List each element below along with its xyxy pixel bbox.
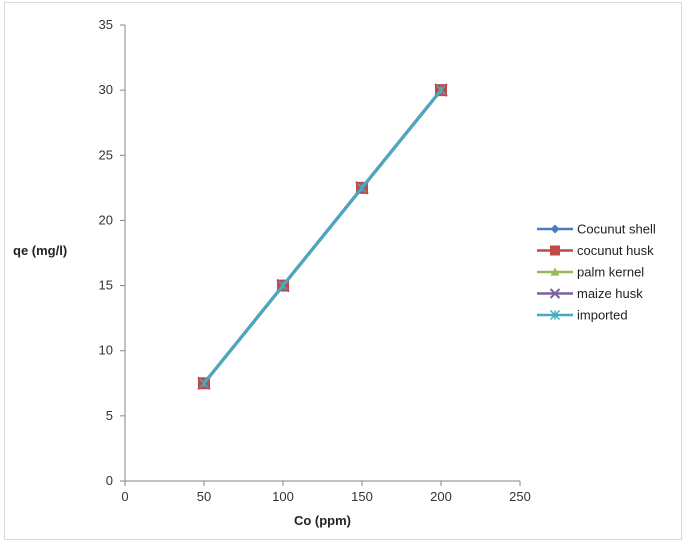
x-tick-label: 50 [197,489,211,504]
legend-swatch-marker [550,224,560,234]
y-tick-label: 25 [99,147,113,162]
y-tick-label: 30 [99,82,113,97]
legend-item: palm kernel [537,265,644,280]
data-point [357,183,367,193]
x-tick-label: 100 [272,489,294,504]
chart-svg: 0 5 10 15 20 25 30 35 0 50 100 150 200 250 Co (ppm) qe … [13,17,656,528]
legend-label: palm kernel [577,265,644,280]
y-tick-label: 10 [99,343,113,358]
legend-swatch-marker [549,309,561,321]
data-point [436,85,446,95]
x-tick-label: 0 [121,489,128,504]
data-point [199,378,209,388]
x-tick-label: 150 [351,489,373,504]
y-tick-label: 0 [106,473,113,488]
legend-item: maize husk [537,286,643,301]
y-tick-label: 20 [99,212,113,227]
chart-frame: 0 5 10 15 20 25 30 35 0 50 100 150 200 250 Co (ppm) qe … [4,2,682,540]
data-point [278,281,288,291]
series-4 [199,85,446,388]
y-axis-title: qe (mg/l) [13,243,67,258]
legend-label: maize husk [577,286,643,301]
legend-label: cocunut husk [577,243,654,258]
y-tick-label: 35 [99,17,113,32]
legend-label: imported [577,308,628,323]
series-line [202,89,443,385]
legend-swatch-marker-stroke [549,288,561,299]
y-tick-label: 15 [99,278,113,293]
x-axis-title: Co (ppm) [294,513,351,528]
legend-swatch-marker [549,288,561,299]
legend-swatch-marker [550,267,560,276]
x-tick-label: 200 [430,489,452,504]
legend-item: Cocunut shell [537,222,656,237]
legend-item: cocunut husk [537,243,654,258]
legend-item: imported [537,308,628,323]
x-tick-label: 250 [509,489,531,504]
legend-label: Cocunut shell [577,222,656,237]
legend-swatch-marker [550,245,560,256]
y-tick-label: 5 [106,408,113,423]
